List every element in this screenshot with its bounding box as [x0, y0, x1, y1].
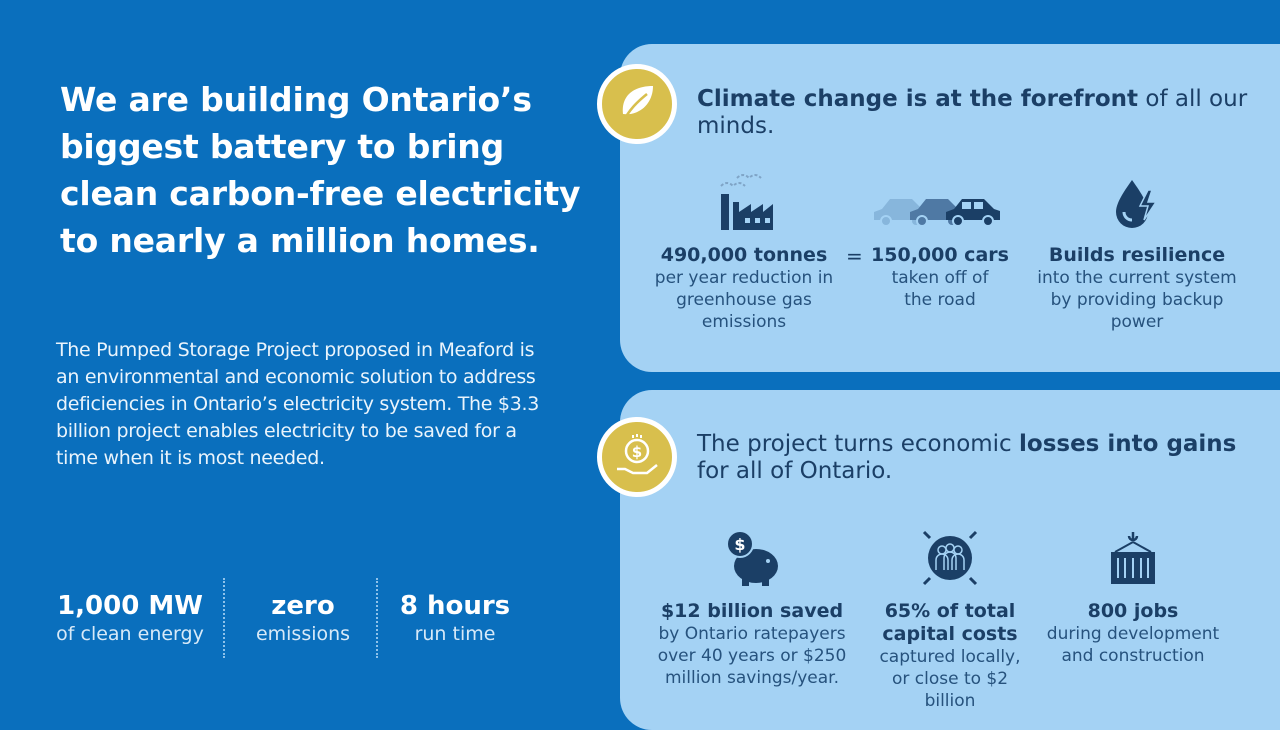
item-desc: captured locally, or close to $2 billion [879, 647, 1021, 711]
money-hand-icon: $ [617, 434, 658, 475]
leaf-badge [597, 64, 677, 144]
divider [223, 578, 225, 658]
economy-item-savings: $ $12 billion saved by Ontario ratepayer… [652, 528, 852, 689]
stat-value: zero [271, 591, 335, 621]
item-desc: by Ontario ratepayers over 40 years or $… [657, 624, 847, 688]
water-power-icon [1116, 180, 1158, 228]
stat-emissions: zero emissions [233, 578, 373, 658]
intro-paragraph: The Pumped Storage Project proposed in M… [56, 339, 540, 469]
svg-text:$: $ [734, 535, 745, 554]
economy-title-bold: losses into gains [1019, 431, 1237, 457]
people-circle-icon [922, 530, 978, 586]
equals-sign: = [846, 244, 863, 268]
item-title: Builds resilience [1048, 244, 1226, 266]
headline: We are building Ontario’s biggest batter… [60, 80, 581, 260]
cars-icon [874, 199, 1000, 227]
stat-value: 1,000 MW [57, 591, 203, 621]
climate-item-tonnes: 490,000 tonnes per year reduction in gre… [644, 172, 844, 333]
item-title: 150,000 cars [871, 244, 1009, 266]
item-title: 490,000 tonnes [660, 244, 828, 266]
economy-item-capital: 65% of total capital costs captured loca… [850, 528, 1050, 712]
item-title: $12 billion saved [660, 600, 844, 622]
economy-title: The project turns economic losses into g… [697, 431, 1257, 485]
economy-item-jobs: 800 jobs during development and construc… [1033, 528, 1233, 667]
item-title: 65% of total capital costs [882, 600, 1018, 645]
climate-item-cars: 150,000 cars taken off of the road [840, 172, 1040, 311]
divider [376, 578, 378, 658]
stat-runtime: 8 hours run time [383, 578, 527, 658]
money-badge: $ [597, 417, 677, 497]
item-desc: into the current system by providing bac… [1037, 268, 1237, 332]
stat-label: run time [414, 623, 496, 645]
container-crane-icon [1111, 532, 1155, 584]
stat-capacity: 1,000 MW of clean energy [40, 578, 220, 658]
item-title: 800 jobs [1087, 600, 1179, 622]
leaf-icon [621, 86, 653, 123]
economy-title-start: The project turns economic [697, 431, 1020, 457]
climate-item-resilience: Builds resilience into the current syste… [1037, 172, 1237, 333]
climate-title-bold: Climate change is at the forefront [697, 86, 1139, 112]
stat-value: 8 hours [399, 591, 511, 621]
economy-title-end: for all of Ontario. [697, 458, 893, 484]
stats-row: 1,000 MW of clean energy zero emissions … [40, 578, 540, 658]
item-desc: per year reduction in greenhouse gas emi… [654, 268, 834, 332]
stat-label: emissions [255, 623, 351, 645]
stat-label: of clean energy [56, 623, 204, 645]
factory-icon [720, 174, 773, 230]
item-desc: during development and construction [1046, 624, 1220, 666]
item-desc: taken off of the road [891, 268, 989, 310]
svg-text:$: $ [632, 443, 642, 461]
climate-title: Climate change is at the forefront of al… [697, 86, 1257, 140]
climate-title-rest: of all our minds. [697, 86, 1248, 139]
piggy-bank-icon: $ [726, 530, 778, 586]
